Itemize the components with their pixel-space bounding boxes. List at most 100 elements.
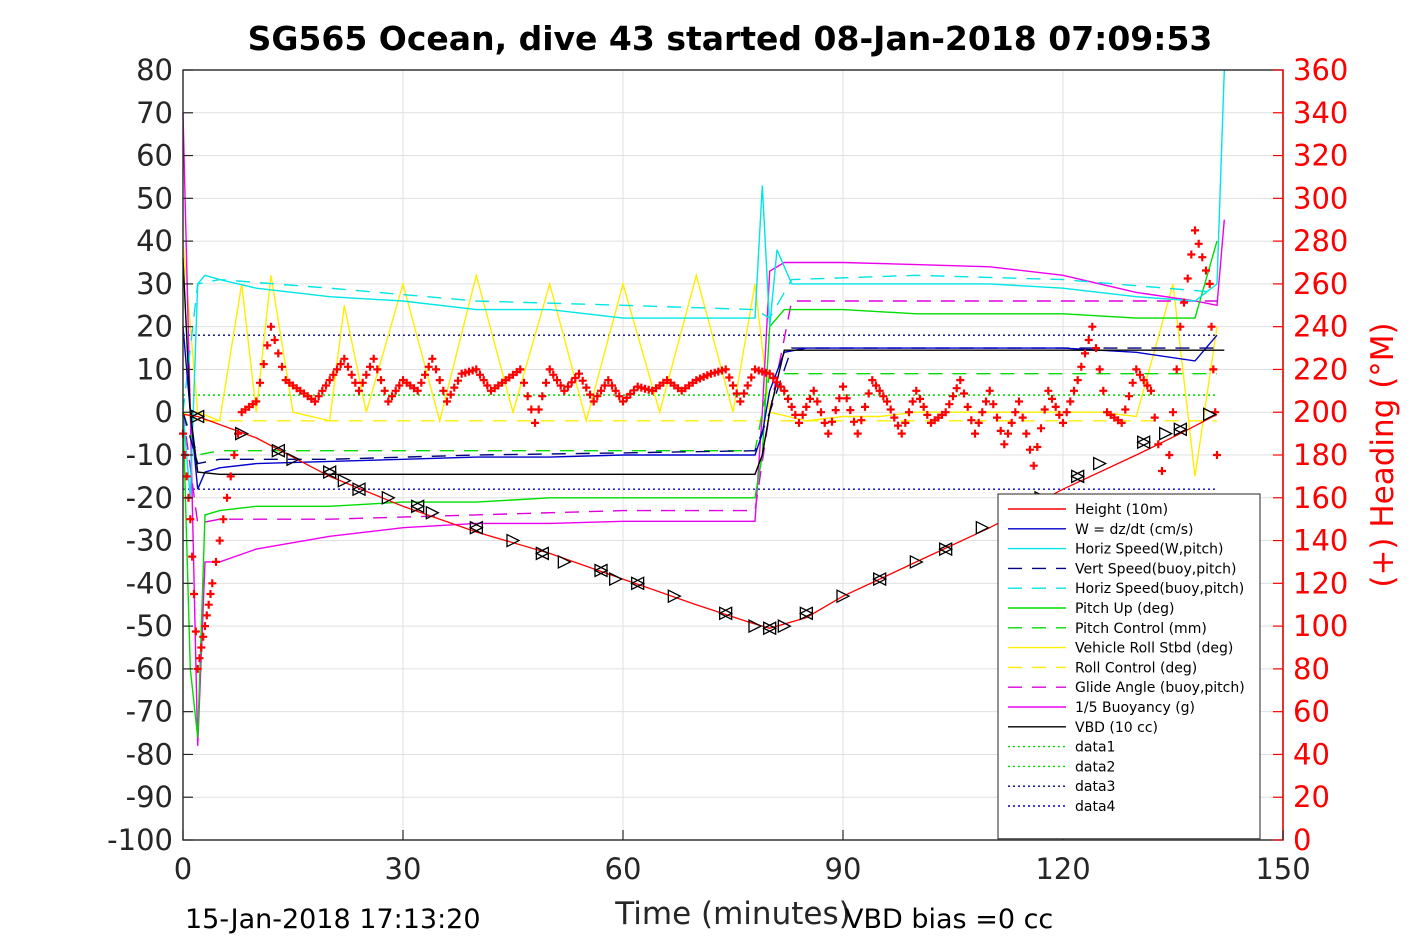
left-y-tick-label: 70: [136, 96, 173, 130]
left-y-tick-label: -60: [126, 652, 173, 686]
legend: Height (10m) W = dz/dt (cm/s) Horiz Speed(…: [997, 493, 1261, 840]
heading-marker: [1187, 250, 1196, 259]
height-marker: [270, 443, 286, 458]
heading-marker: [740, 389, 748, 398]
heading-marker: [776, 382, 785, 391]
height-marker: [836, 589, 851, 604]
heading-marker: [1029, 461, 1038, 470]
left-y-tick-label: -40: [126, 566, 173, 600]
heading-marker: [1121, 405, 1130, 414]
heading-marker: [263, 341, 272, 350]
x-tick-label: 150: [1255, 852, 1310, 886]
heading-marker: [949, 392, 957, 401]
heading-marker: [274, 349, 283, 358]
heading-marker: [941, 408, 950, 417]
height-marker: [1070, 469, 1086, 484]
heading-marker: [1169, 408, 1177, 417]
heading-marker: [894, 421, 902, 430]
heading-marker: [1165, 451, 1174, 459]
legend-label: Vehicle Roll Stbd (deg): [1075, 641, 1233, 657]
heading-marker: [182, 472, 191, 481]
heading-marker: [1048, 394, 1056, 403]
heading-marker: [732, 389, 741, 398]
legend-label: data1: [1075, 740, 1115, 756]
heading-marker: [1077, 362, 1086, 371]
heading-marker: [974, 418, 983, 427]
heading-marker: [199, 632, 208, 641]
heading-marker: [923, 410, 932, 419]
right-y-tick-label: 340: [1293, 96, 1348, 130]
heading-marker: [1070, 386, 1078, 395]
heading-marker: [362, 370, 371, 379]
heading-marker: [201, 622, 209, 631]
left-y-tick-label: 10: [136, 352, 173, 386]
height-marker: [337, 473, 352, 488]
x-tick-label: 90: [825, 852, 862, 886]
heading-marker: [208, 579, 217, 588]
height-marker: [534, 546, 550, 561]
heading-marker: [952, 384, 961, 393]
heading-marker: [520, 378, 528, 387]
heading-marker: [868, 376, 877, 385]
heading-marker: [527, 405, 536, 414]
heading-marker: [1007, 418, 1016, 427]
heading-marker: [586, 390, 594, 399]
heading-marker: [996, 426, 1005, 435]
heading-marker: [329, 370, 338, 379]
heading-marker: [985, 386, 994, 395]
heading-marker: [1207, 322, 1216, 331]
legend-label: Pitch Control (mm): [1075, 621, 1207, 637]
height-marker: [777, 619, 792, 634]
height-marker: [322, 465, 338, 480]
legend-label: Vert Speed(buoy,pitch): [1075, 561, 1237, 577]
heading-marker: [817, 408, 825, 417]
legend-label: data2: [1075, 759, 1115, 775]
heading-marker: [1154, 440, 1163, 449]
heading-marker: [358, 378, 367, 387]
right-y-tick-label: 80: [1293, 652, 1330, 686]
heading-marker: [978, 408, 987, 417]
heading-marker: [1198, 253, 1207, 262]
heading-marker: [219, 515, 228, 524]
height-marker: [1203, 407, 1218, 422]
heading-marker: [443, 397, 451, 406]
heading-marker: [1033, 443, 1042, 451]
heading-marker: [1073, 376, 1082, 385]
heading-marker: [747, 373, 756, 382]
heading-marker: [1011, 408, 1020, 417]
height-marker: [609, 572, 624, 587]
heading-marker: [195, 654, 204, 663]
right-y-tick-label: 280: [1293, 224, 1348, 258]
heading-marker: [267, 322, 275, 331]
heading-marker: [347, 370, 356, 379]
heading-marker: [872, 381, 880, 390]
left-y-tick-label: -100: [107, 823, 173, 857]
heading-marker: [886, 405, 895, 414]
footer-timestamp: 15-Jan-2018 17:13:20: [185, 904, 481, 935]
heading-marker: [824, 429, 833, 438]
heading-marker: [252, 397, 261, 406]
heading-marker: [850, 417, 858, 426]
heading-marker: [842, 394, 851, 403]
heading-marker: [773, 378, 781, 387]
legend-label: Pitch Up (deg): [1075, 601, 1174, 617]
heading-marker: [582, 383, 591, 392]
heading-marker: [1209, 365, 1218, 374]
right-y-tick-label: 240: [1293, 310, 1348, 344]
series-line-horiz-buoy: [182, 274, 1218, 413]
legend-label: data4: [1075, 799, 1116, 815]
left-y-tick-label: -80: [126, 737, 173, 771]
heading-marker: [820, 418, 829, 427]
heading-marker: [846, 406, 855, 415]
heading-marker: [417, 378, 426, 387]
heading-marker: [435, 376, 444, 385]
height-marker: [718, 606, 734, 621]
heading-marker: [784, 394, 792, 403]
heading-marker: [314, 392, 323, 401]
heading-marker: [188, 552, 197, 561]
heading-marker: [1136, 370, 1144, 379]
heading-marker: [725, 373, 734, 382]
heading-marker: [1202, 266, 1210, 275]
right-y-tick-label: 180: [1293, 438, 1348, 472]
right-axis: 3603403203002802602402202001801601401201…: [1273, 53, 1348, 857]
